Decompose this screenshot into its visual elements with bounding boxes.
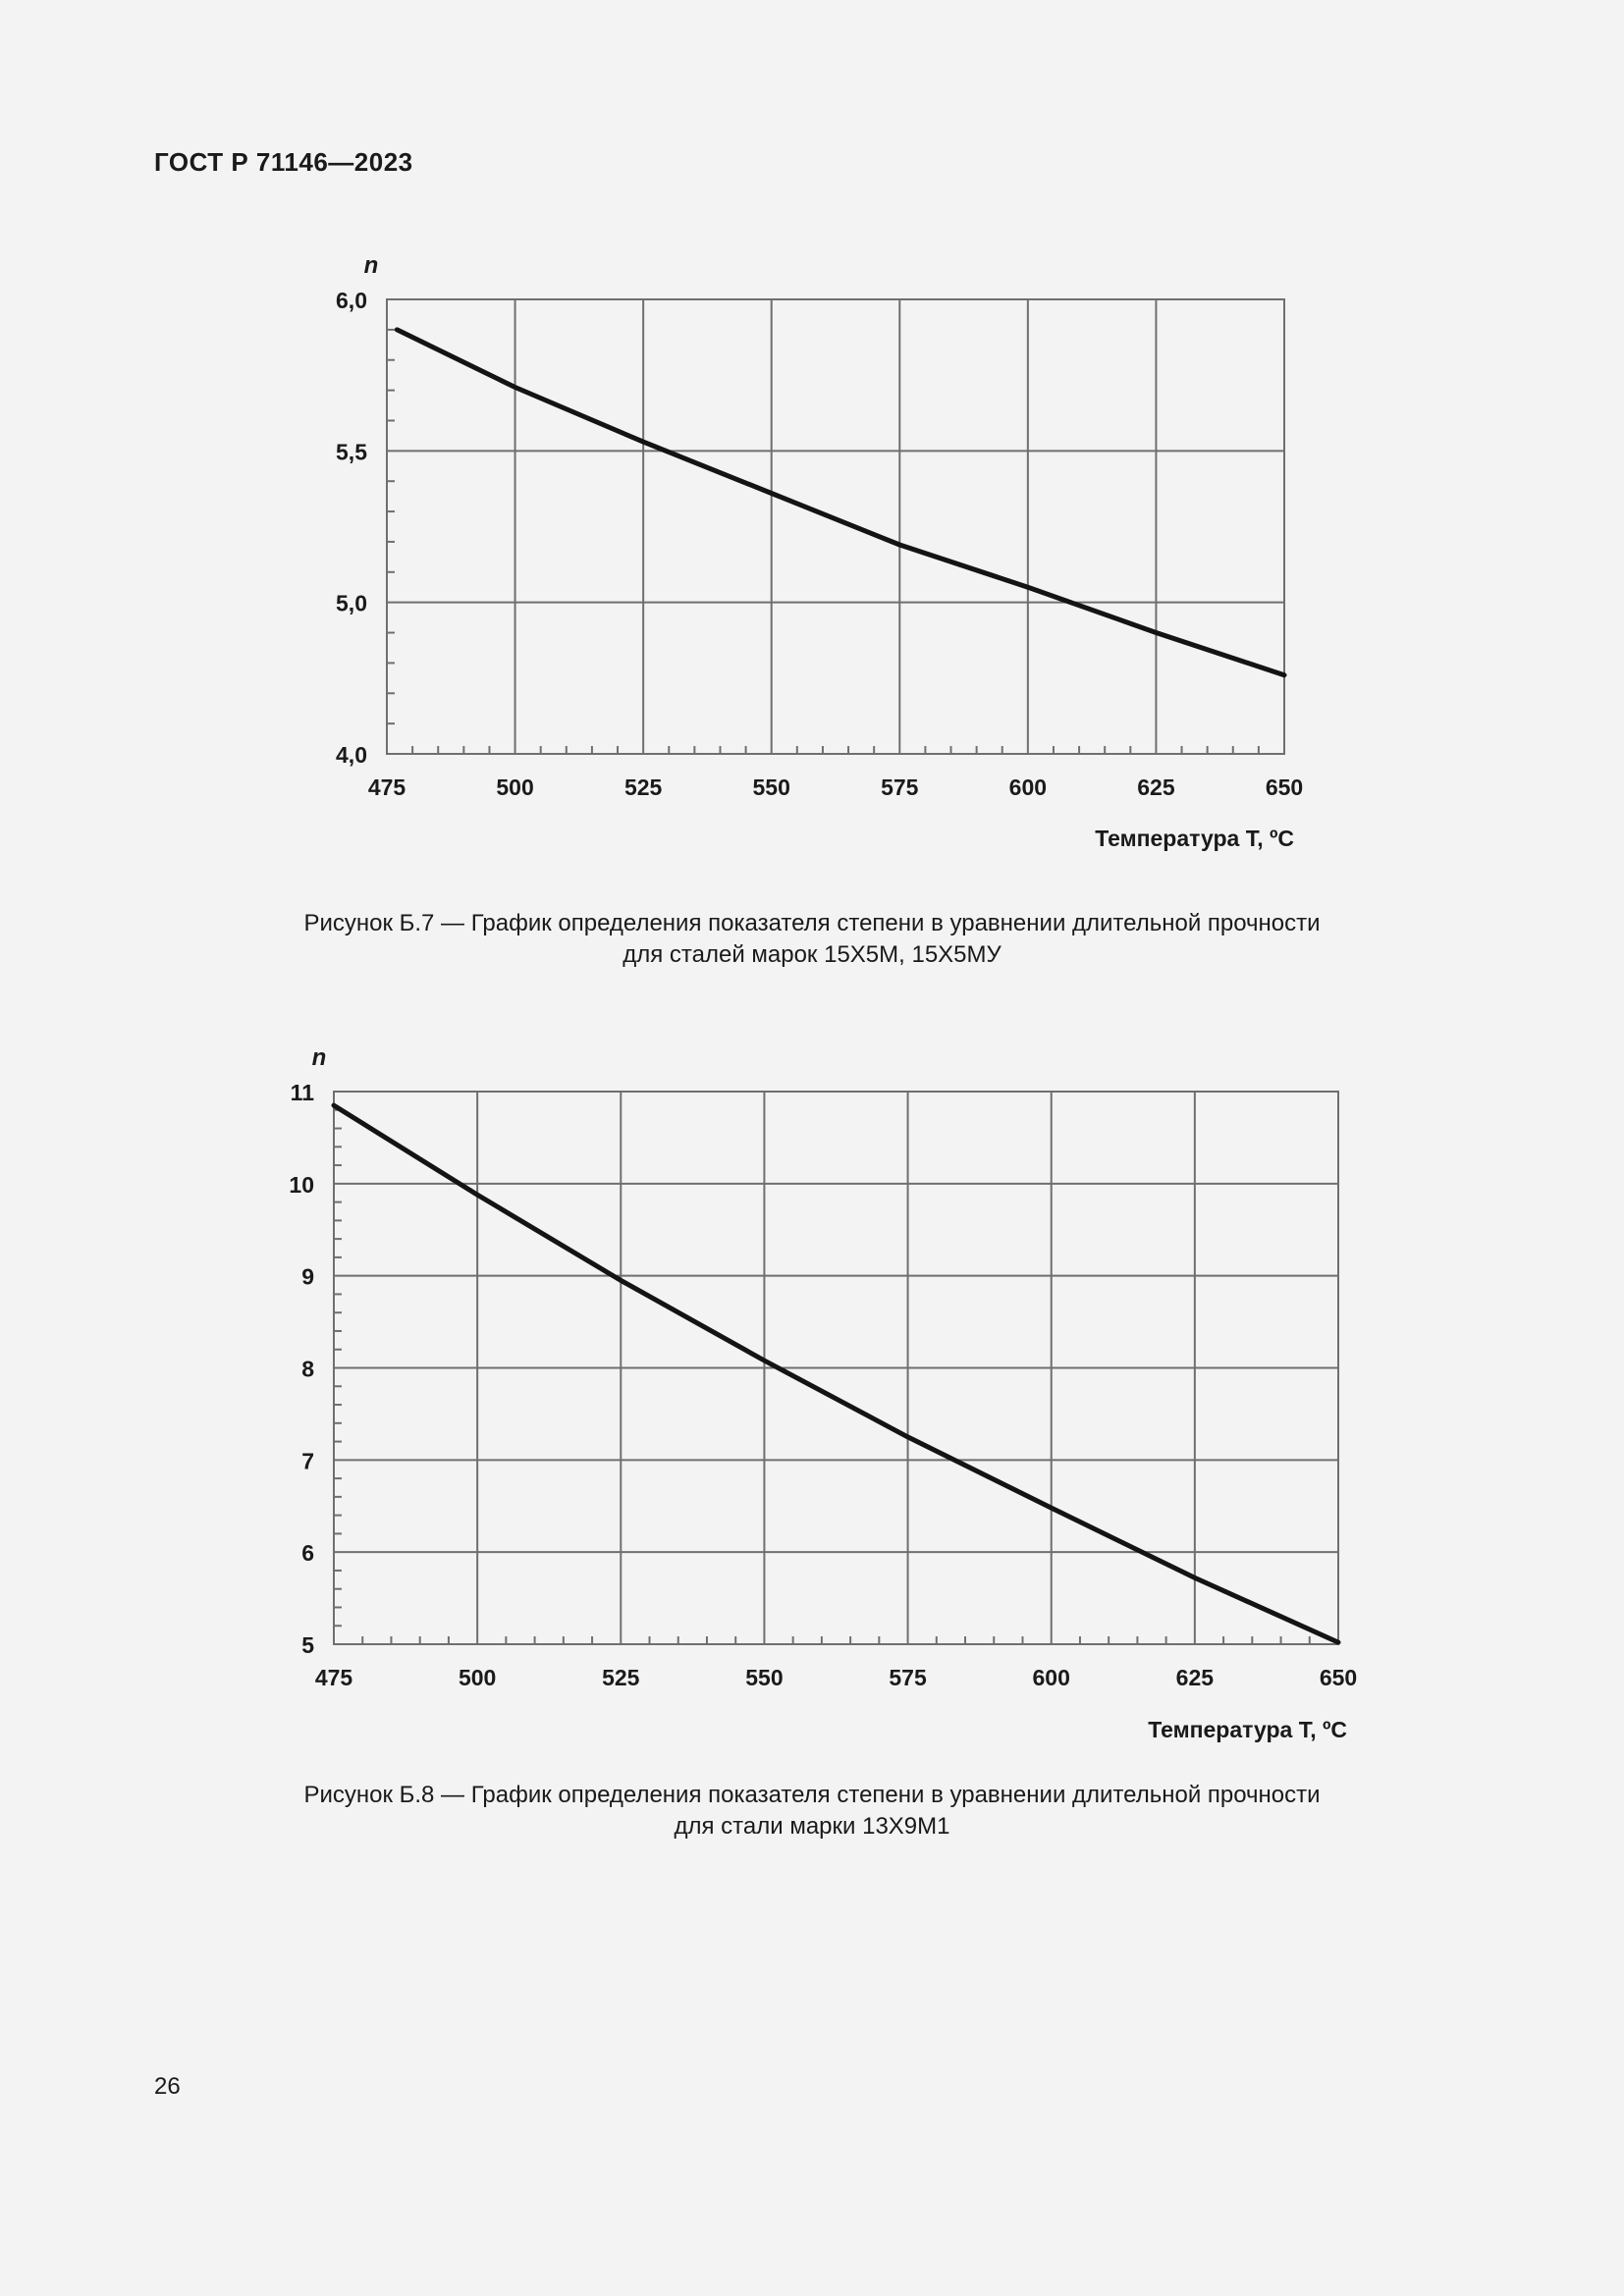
y-tick-label: 4,0 bbox=[336, 742, 367, 768]
series-line bbox=[331, 1102, 1341, 1645]
caption-figure-b7: Рисунок Б.7 — График определения показат… bbox=[196, 908, 1428, 971]
chart-figure-b7: 475 500 525 550 575 600 625 650 4,0 5,0 5,5 6,0 n Тем… bbox=[336, 252, 1303, 851]
x-tick-label: 525 bbox=[602, 1665, 640, 1690]
page-number: 26 bbox=[154, 2073, 181, 2100]
chart-figure-b8: 475 500 525 550 575 600 625 650 5 6 7 8 9 10 11 n Темпер… bbox=[289, 1044, 1357, 1742]
x-tick-label: 625 bbox=[1137, 774, 1175, 800]
x-tick-label: 650 bbox=[1266, 774, 1303, 800]
x-tick-label: 575 bbox=[881, 774, 919, 800]
caption-figure-b8: Рисунок Б.8 — График определения показат… bbox=[196, 1780, 1428, 1842]
y-tick-label: 11 bbox=[291, 1080, 315, 1105]
x-tick-label: 600 bbox=[1009, 774, 1047, 800]
x-tick-label: 625 bbox=[1176, 1665, 1215, 1690]
caption-line-2: для сталей марок 15Х5М, 15Х5МУ bbox=[623, 941, 1001, 968]
x-tick-label: 600 bbox=[1033, 1665, 1070, 1690]
y-tick-label: 6,0 bbox=[336, 288, 367, 313]
caption-line-1: Рисунок Б.8 — График определения показат… bbox=[303, 1782, 1321, 1808]
plot-frame bbox=[386, 298, 1285, 755]
y-tick-label: 5 bbox=[301, 1632, 314, 1658]
y-tick-label: 5,5 bbox=[336, 439, 367, 464]
y-axis-label: n bbox=[312, 1044, 327, 1071]
x-tick-label: 500 bbox=[459, 1665, 496, 1690]
y-tick-label: 9 bbox=[301, 1264, 314, 1290]
x-axis-label: Температура T, ºС bbox=[1148, 1717, 1347, 1742]
series-line bbox=[394, 327, 1287, 678]
x-tick-label: 550 bbox=[745, 1665, 783, 1690]
y-tick-label: 6 bbox=[301, 1540, 314, 1566]
y-axis-label: n bbox=[364, 252, 379, 279]
caption-line-1: Рисунок Б.7 — График определения показат… bbox=[303, 910, 1321, 936]
x-tick-label: 500 bbox=[496, 774, 533, 800]
y-tick-label: 10 bbox=[289, 1172, 314, 1198]
y-tick-label: 5,0 bbox=[336, 591, 367, 616]
caption-line-2: для стали марки 13Х9М1 bbox=[674, 1813, 950, 1840]
x-tick-label: 550 bbox=[753, 774, 790, 800]
document-header: ГОСТ Р 71146—2023 bbox=[154, 147, 413, 177]
x-tick-label: 525 bbox=[624, 774, 663, 800]
y-tick-label: 8 bbox=[301, 1357, 314, 1382]
y-tick-label: 7 bbox=[301, 1448, 314, 1473]
x-axis-label: Температура T, ºС bbox=[1095, 826, 1294, 851]
x-tick-label: 475 bbox=[368, 774, 406, 800]
x-tick-label: 650 bbox=[1320, 1665, 1357, 1690]
x-tick-label: 475 bbox=[315, 1665, 353, 1690]
x-tick-label: 575 bbox=[889, 1665, 927, 1690]
